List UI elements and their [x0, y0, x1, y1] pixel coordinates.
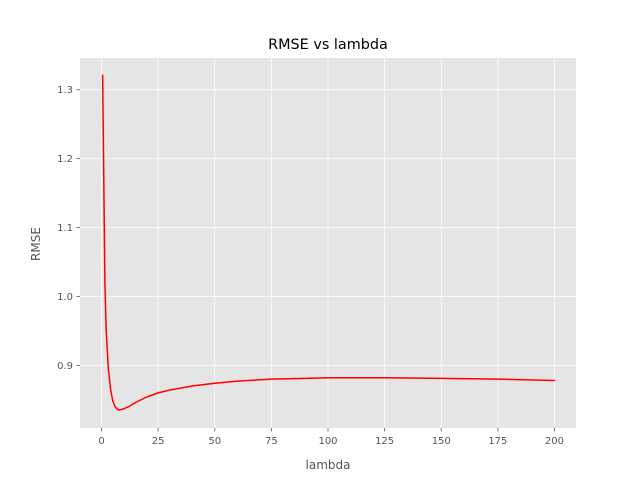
x-axis-label: lambda	[306, 458, 351, 472]
x-tick-label: 125	[375, 436, 394, 447]
x-tick-label: 50	[208, 436, 221, 447]
x-tick-label: 100	[318, 436, 337, 447]
x-tick-label: 0	[98, 436, 104, 447]
chart-title: RMSE vs lambda	[268, 37, 388, 53]
x-tick-label: 25	[152, 436, 165, 447]
x-tick-label: 200	[545, 436, 564, 447]
series-line-0	[101, 74, 556, 411]
y-axis-label: RMSE	[29, 227, 43, 261]
grid	[80, 58, 576, 428]
x-tick-label: 150	[432, 436, 451, 447]
series	[101, 74, 556, 411]
y-tick-label: 1.1	[57, 223, 73, 234]
y-tick-label: 1.0	[57, 292, 73, 303]
y-axis-ticks: 0.9 1.0 1.1 1.2 1.3	[57, 85, 80, 372]
y-tick-label: 1.3	[57, 85, 73, 96]
y-tick-label: 0.9	[57, 361, 73, 372]
y-tick-label: 1.2	[57, 154, 73, 165]
x-axis-ticks: 0 25 50 75 100 125 150 175 200	[98, 428, 564, 447]
x-tick-label: 175	[488, 436, 507, 447]
x-tick-label: 75	[265, 436, 278, 447]
